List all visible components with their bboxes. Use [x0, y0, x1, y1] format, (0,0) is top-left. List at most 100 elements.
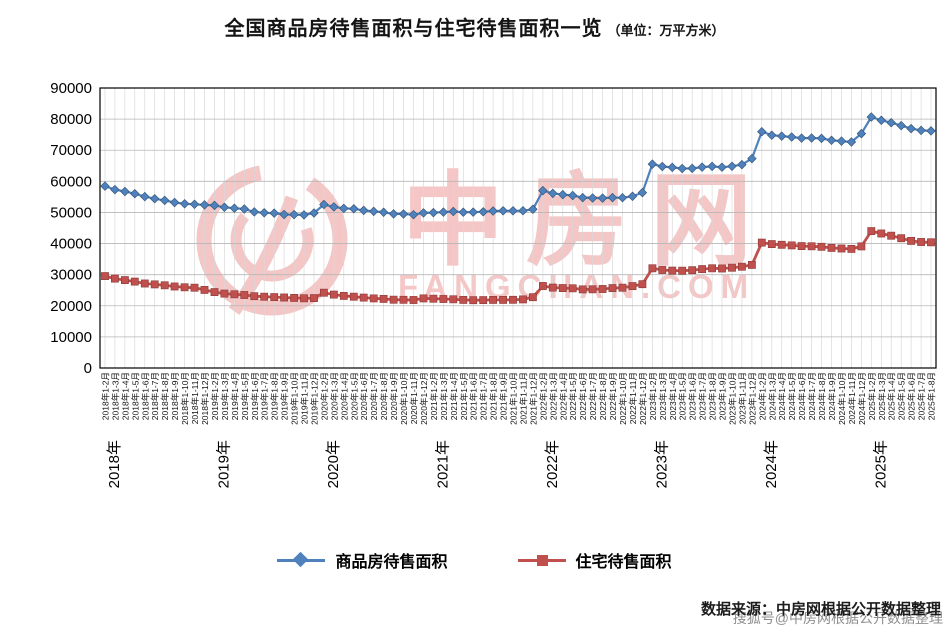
- svg-text:2022年: 2022年: [544, 440, 561, 488]
- svg-text:2019年1-2月: 2019年1-2月: [210, 372, 220, 420]
- svg-text:2019年1-10月: 2019年1-10月: [290, 372, 300, 425]
- svg-text:2023年1-7月: 2023年1-7月: [698, 372, 708, 420]
- svg-text:2019年1-9月: 2019年1-9月: [280, 372, 290, 420]
- svg-text:2021年1-5月: 2021年1-5月: [459, 372, 469, 420]
- svg-text:2021年1-11月: 2021年1-11月: [519, 372, 529, 424]
- svg-text:2018年1-4月: 2018年1-4月: [120, 372, 130, 420]
- svg-text:2024年1-4月: 2024年1-4月: [777, 372, 787, 420]
- svg-text:2022年1-5月: 2022年1-5月: [568, 372, 578, 420]
- svg-text:2024年1-12月: 2024年1-12月: [857, 372, 867, 425]
- svg-text:2020年1-4月: 2020年1-4月: [339, 372, 349, 420]
- svg-text:20000: 20000: [50, 298, 92, 315]
- svg-text:2019年1-11月: 2019年1-11月: [300, 372, 310, 424]
- svg-text:2022年1-11月: 2022年1-11月: [628, 372, 638, 424]
- svg-text:2020年1-9月: 2020年1-9月: [389, 372, 399, 420]
- svg-text:2018年1-9月: 2018年1-9月: [170, 372, 180, 420]
- svg-text:2020年1-10月: 2020年1-10月: [399, 372, 409, 425]
- svg-text:2020年1-12月: 2020年1-12月: [419, 372, 429, 425]
- svg-text:2025年1-4月: 2025年1-4月: [887, 372, 897, 420]
- svg-text:2021年1-4月: 2021年1-4月: [449, 372, 459, 420]
- source-overlay-text: 搜狐号@中房网根据公开数据整理: [732, 610, 943, 626]
- svg-text:2023年1-6月: 2023年1-6月: [688, 372, 698, 420]
- svg-text:0: 0: [84, 360, 92, 377]
- svg-text:2023年: 2023年: [653, 440, 670, 488]
- svg-text:2022年1-4月: 2022年1-4月: [558, 372, 568, 420]
- svg-text:2022年1-8月: 2022年1-8月: [598, 372, 608, 420]
- svg-text:2021年1-3月: 2021年1-3月: [439, 372, 449, 420]
- horizontal-gridlines: [100, 87, 936, 369]
- svg-text:2020年1-7月: 2020年1-7月: [369, 372, 379, 420]
- svg-text:2022年1-3月: 2022年1-3月: [548, 372, 558, 420]
- svg-text:2023年1-9月: 2023年1-9月: [718, 372, 728, 420]
- svg-text:2021年1-12月: 2021年1-12月: [528, 372, 538, 425]
- svg-text:2018年1-12月: 2018年1-12月: [200, 372, 210, 425]
- svg-text:2022年1-2月: 2022年1-2月: [538, 372, 548, 420]
- svg-text:2025年1-8月: 2025年1-8月: [927, 372, 937, 420]
- svg-text:2020年: 2020年: [325, 440, 342, 488]
- svg-text:2019年1-5月: 2019年1-5月: [240, 372, 250, 420]
- svg-text:2023年1-2月: 2023年1-2月: [648, 372, 658, 420]
- svg-text:2019年1-4月: 2019年1-4月: [230, 372, 240, 420]
- svg-text:2022年1-12月: 2022年1-12月: [638, 372, 648, 425]
- svg-text:2024年1-7月: 2024年1-7月: [807, 372, 817, 420]
- square-marker-icon: [517, 553, 566, 567]
- svg-text:2024年1-11月: 2024年1-11月: [847, 372, 857, 424]
- svg-text:2019年1-7月: 2019年1-7月: [260, 372, 270, 420]
- svg-text:2023年1-4月: 2023年1-4月: [668, 372, 678, 420]
- svg-text:2025年1-3月: 2025年1-3月: [877, 372, 887, 420]
- x-axis-year-labels: 2018年 2019年 2020年 2021年 2022年 2023年 2024年 2025年: [106, 440, 889, 488]
- svg-text:2023年1-5月: 2023年1-5月: [678, 372, 688, 420]
- svg-text:40000: 40000: [50, 236, 92, 253]
- svg-text:2024年1-6月: 2024年1-6月: [797, 372, 807, 420]
- svg-text:2018年1-2月: 2018年1-2月: [101, 372, 111, 420]
- svg-text:2021年1-7月: 2021年1-7月: [479, 372, 489, 420]
- plot-border: [99, 87, 937, 369]
- vertical-gridlines: [104, 88, 932, 368]
- svg-text:2019年1-3月: 2019年1-3月: [220, 372, 230, 420]
- legend-item-residential: 住宅待售面积: [517, 548, 672, 572]
- svg-text:2024年1-3月: 2024年1-3月: [767, 372, 777, 420]
- svg-text:80000: 80000: [50, 111, 92, 128]
- source-text: 数据来源：中房网根据公开数据整理: [700, 601, 941, 618]
- legend-label-residential: 住宅待售面积: [575, 554, 672, 571]
- series-residential-line: [101, 227, 935, 305]
- chart-title: 全国商品房待售面积与住宅待售面积一览 （单位：万平方米）: [0, 12, 949, 41]
- svg-text:2020年1-3月: 2020年1-3月: [329, 372, 339, 420]
- svg-text:2025年: 2025年: [872, 440, 889, 488]
- svg-text:2018年1-8月: 2018年1-8月: [160, 372, 170, 420]
- svg-text:2019年1-6月: 2019年1-6月: [250, 372, 260, 420]
- svg-text:2022年1-6月: 2022年1-6月: [578, 372, 588, 420]
- chart-canvas: 0 10000 20000 30000 40000 50000 60000 70000 8000…: [50, 80, 937, 488]
- svg-text:2023年1-11月: 2023年1-11月: [737, 372, 747, 424]
- series-commercial-line: [100, 112, 936, 220]
- svg-text:2024年1-5月: 2024年1-5月: [787, 372, 797, 420]
- svg-text:50000: 50000: [50, 204, 92, 221]
- svg-text:2019年1-8月: 2019年1-8月: [270, 372, 280, 420]
- legend: 商品房待售面积 住宅待售面积: [0, 548, 949, 572]
- svg-text:30000: 30000: [50, 267, 92, 284]
- svg-text:2025年1-5月: 2025年1-5月: [897, 372, 907, 420]
- svg-text:2020年1-2月: 2020年1-2月: [319, 372, 329, 420]
- svg-text:2020年1-11月: 2020年1-11月: [409, 372, 419, 424]
- svg-text:2024年1-2月: 2024年1-2月: [757, 372, 767, 420]
- svg-text:2018年: 2018年: [106, 440, 123, 488]
- svg-text:2025年1-6月: 2025年1-6月: [907, 372, 917, 420]
- chart-title-main: 全国商品房待售面积与住宅待售面积一览: [224, 18, 603, 40]
- svg-text:2024年1-9月: 2024年1-9月: [827, 372, 837, 420]
- svg-text:2024年1-8月: 2024年1-8月: [817, 372, 827, 420]
- svg-text:70000: 70000: [50, 142, 92, 159]
- svg-text:90000: 90000: [50, 80, 92, 97]
- svg-text:10000: 10000: [50, 329, 92, 346]
- svg-text:2018年1-11月: 2018年1-11月: [190, 372, 200, 424]
- chart-title-unit: （单位：万平方米）: [607, 23, 725, 38]
- svg-text:2023年1-3月: 2023年1-3月: [658, 372, 668, 420]
- svg-text:2024年: 2024年: [763, 440, 780, 488]
- svg-text:2023年1-12月: 2023年1-12月: [747, 372, 757, 425]
- svg-text:2021年1-10月: 2021年1-10月: [509, 372, 519, 425]
- svg-text:2022年1-10月: 2022年1-10月: [618, 372, 628, 425]
- svg-text:2022年1-7月: 2022年1-7月: [588, 372, 598, 420]
- svg-text:2023年1-10月: 2023年1-10月: [728, 372, 738, 425]
- svg-text:2022年1-9月: 2022年1-9月: [608, 372, 618, 420]
- y-axis-labels: 0 10000 20000 30000 40000 50000 60000 70000 8000…: [50, 80, 92, 377]
- svg-text:2020年1-8月: 2020年1-8月: [379, 372, 389, 420]
